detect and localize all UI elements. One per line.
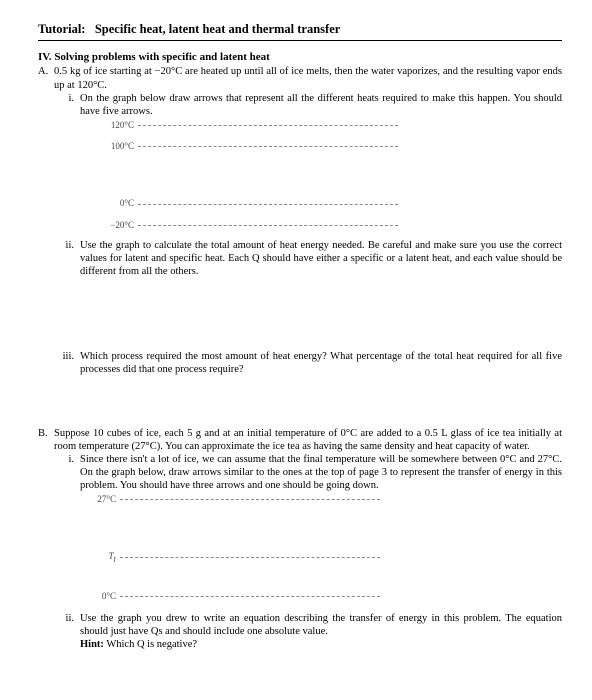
roman-i: i.: [54, 92, 80, 118]
roman-ii: ii.: [54, 239, 80, 278]
title-rest: Specific heat, latent heat and thermal t…: [95, 22, 340, 36]
graph2-row-27: 27°C: [80, 494, 562, 505]
tf-sub: f: [114, 555, 117, 564]
problem-b-i-text: Since there isn't a lot of ice, we can a…: [80, 453, 562, 492]
problem-b-letter: B.: [38, 427, 54, 453]
graph2-label-27: 27°C: [80, 494, 120, 505]
graph1-row-n20: −20°C: [98, 220, 562, 231]
graph2-dash-0: [120, 596, 380, 597]
roman-bii: ii.: [54, 612, 80, 651]
graph-2: 27°C Tf 0°C: [80, 494, 562, 602]
problem-a-i-text: On the graph below draw arrows that repr…: [80, 92, 562, 118]
hint-label: Hint:: [80, 639, 104, 650]
problem-a-iii: iii. Which process required the most amo…: [54, 350, 562, 376]
graph1-label-120: 120°C: [98, 120, 138, 131]
graph1-dash-100: [138, 146, 398, 147]
title-rule: [38, 40, 562, 41]
title-prefix: Tutorial:: [38, 22, 85, 36]
problem-a-ii: ii. Use the graph to calculate the total…: [54, 239, 562, 278]
graph1-dash-0: [138, 204, 398, 205]
section-number: IV.: [38, 51, 52, 63]
problem-a-iii-text: Which process required the most amount o…: [80, 350, 562, 376]
problem-a-letter: A.: [38, 65, 54, 91]
tutorial-title: Tutorial: Specific heat, latent heat and…: [38, 22, 562, 40]
section-title-text: Solving problems with specific and laten…: [54, 51, 270, 63]
page: Tutorial: Specific heat, latent heat and…: [0, 0, 592, 681]
graph2-row-tf: Tf: [80, 551, 562, 564]
graph1-row-100: 100°C: [98, 141, 562, 152]
problem-b: B. Suppose 10 cubes of ice, each 5 g and…: [38, 427, 562, 453]
hint-text: Which Q is negative?: [104, 639, 197, 650]
problem-a-ii-text: Use the graph to calculate the total amo…: [80, 239, 562, 278]
graph2-dash-tf: [120, 557, 380, 558]
problem-b-i: i. Since there isn't a lot of ice, we ca…: [54, 453, 562, 492]
graph1-row-120: 120°C: [98, 120, 562, 131]
problem-b-ii-text: Use the graph you drew to write an equat…: [80, 613, 562, 637]
graph2-label-tf: Tf: [80, 551, 120, 564]
graph-1: 120°C 100°C 0°C −20°C: [98, 120, 562, 231]
graph2-row-0: 0°C: [80, 591, 562, 602]
problem-b-text: Suppose 10 cubes of ice, each 5 g and at…: [54, 427, 562, 453]
graph1-label-0: 0°C: [98, 198, 138, 209]
graph1-dash-n20: [138, 225, 398, 226]
graph1-row-0: 0°C: [98, 198, 562, 209]
problem-b-ii-body: Use the graph you drew to write an equat…: [80, 612, 562, 651]
problem-a-text: 0.5 kg of ice starting at −20°C are heat…: [54, 65, 562, 91]
graph2-dash-27: [120, 499, 380, 500]
graph2-label-0: 0°C: [80, 591, 120, 602]
graph1-label-100: 100°C: [98, 141, 138, 152]
problem-a: A. 0.5 kg of ice starting at −20°C are h…: [38, 65, 562, 91]
problem-b-ii: ii. Use the graph you drew to write an e…: [54, 612, 562, 651]
graph1-dash-120: [138, 125, 398, 126]
roman-iii: iii.: [54, 350, 80, 376]
graph1-label-n20: −20°C: [98, 220, 138, 231]
roman-bi: i.: [54, 453, 80, 492]
problem-a-i: i. On the graph below draw arrows that r…: [54, 92, 562, 118]
section-heading: IV. Solving problems with specific and l…: [38, 51, 562, 65]
